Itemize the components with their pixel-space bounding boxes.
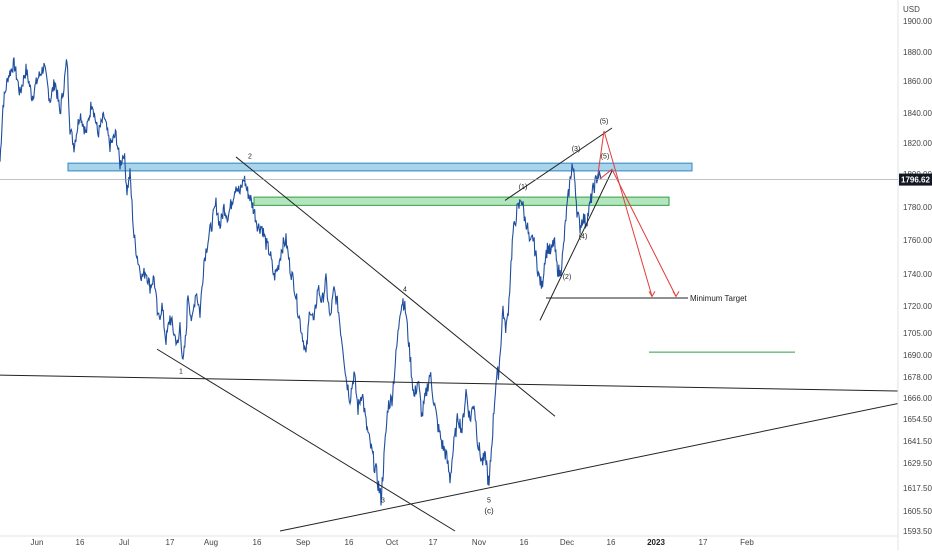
projection-path [597, 130, 653, 297]
y-tick-label: 1840.00 [903, 109, 932, 118]
y-tick-label: 1690.00 [903, 351, 932, 360]
y-axis[interactable]: USD 1593.50 1605.50 1617.50 1629.50 1641.50 1… [897, 0, 932, 550]
y-tick-label: 1654.50 [903, 415, 932, 424]
wave-label: (4) [579, 233, 588, 240]
wave-label: (3) [572, 146, 581, 153]
projection-layer [597, 130, 680, 298]
y-tick-label: 1678.00 [903, 373, 932, 382]
trend-line [279, 402, 899, 532]
trend-line [539, 170, 613, 321]
x-tick-label: Sep [296, 538, 311, 547]
x-tick-label: 16 [520, 538, 529, 547]
wave-label: (5) [601, 154, 610, 161]
wave-label: 2 [248, 154, 252, 161]
y-tick-label: 1666.00 [903, 394, 932, 403]
wave-label: (2) [563, 274, 572, 281]
y-tick-label: 1629.50 [903, 459, 932, 468]
y-tick-label: 1900.00 [903, 17, 932, 26]
y-tick-label: 1593.50 [903, 527, 932, 536]
y-tick-label: 1740.00 [903, 270, 932, 279]
x-tick-label: 17 [166, 538, 175, 547]
y-tick-label: 1605.50 [903, 507, 932, 516]
x-tick-label: 16 [76, 538, 85, 547]
projection-arrowhead [648, 291, 656, 298]
wave-label: 1 [179, 368, 183, 375]
projection-arrowhead [672, 291, 680, 298]
trendlines-layer [0, 127, 899, 532]
zone-rect [67, 162, 693, 172]
x-tick-label: 16 [345, 538, 354, 547]
wave-label: 3 [381, 497, 385, 504]
y-tick-label: 1720.00 [903, 302, 932, 311]
price-series-layer [0, 57, 602, 506]
annotation-layer: 1 2 3 4 5 (c) (1) (2) (3) (4) (5) (5) Minimum Target [179, 119, 747, 516]
wave-label: (c) [484, 507, 494, 516]
trend-line [504, 127, 613, 201]
x-axis[interactable]: Jun 16 Jul 17 Aug 16 Sep 16 Oct 17 Nov 16 Dec 16 2023 1… [0, 535, 898, 547]
trend-line [235, 156, 556, 417]
price-line [0, 57, 602, 506]
y-tick-label: 1820.00 [903, 139, 932, 148]
wave-label: 5 [487, 497, 491, 504]
x-tick-label: 16 [253, 538, 262, 547]
x-tick-label: 17 [429, 538, 438, 547]
x-tick-label: Jul [119, 538, 129, 547]
y-tick-label: 1780.00 [903, 203, 932, 212]
projection-path [599, 168, 677, 297]
y-tick-label: 1705.00 [903, 329, 932, 338]
x-tick-label: 17 [699, 538, 708, 547]
wave-label: (1) [519, 184, 528, 191]
last-price-badge [899, 173, 932, 186]
wave-label: 4 [403, 287, 407, 294]
wave-label: (5) [600, 119, 609, 126]
x-tick-label: Oct [386, 538, 399, 547]
y-tick-label: 1641.50 [903, 437, 932, 446]
x-tick-label: 16 [607, 538, 616, 547]
last-price-value: 1796.62 [901, 176, 930, 185]
zones-layer [67, 162, 693, 206]
x-tick-label: Aug [204, 538, 218, 547]
last-price-marker: 1796.62 [0, 173, 932, 186]
wave-label: Minimum Target [690, 294, 748, 303]
trend-line [156, 348, 456, 532]
y-tick-label: 1860.00 [903, 77, 932, 86]
x-tick-label: Jun [31, 538, 44, 547]
x-tick-label: Nov [472, 538, 486, 547]
y-tick-label: 1617.50 [903, 484, 932, 493]
x-tick-label: 2023 [647, 538, 665, 547]
currency-label: USD [903, 5, 920, 14]
trend-line [0, 374, 899, 392]
zone-rect [253, 196, 670, 206]
x-tick-label: Feb [740, 538, 754, 547]
y-tick-label: 1760.00 [903, 236, 932, 245]
x-tick-label: Dec [560, 538, 574, 547]
y-tick-label: 1880.00 [903, 48, 932, 57]
